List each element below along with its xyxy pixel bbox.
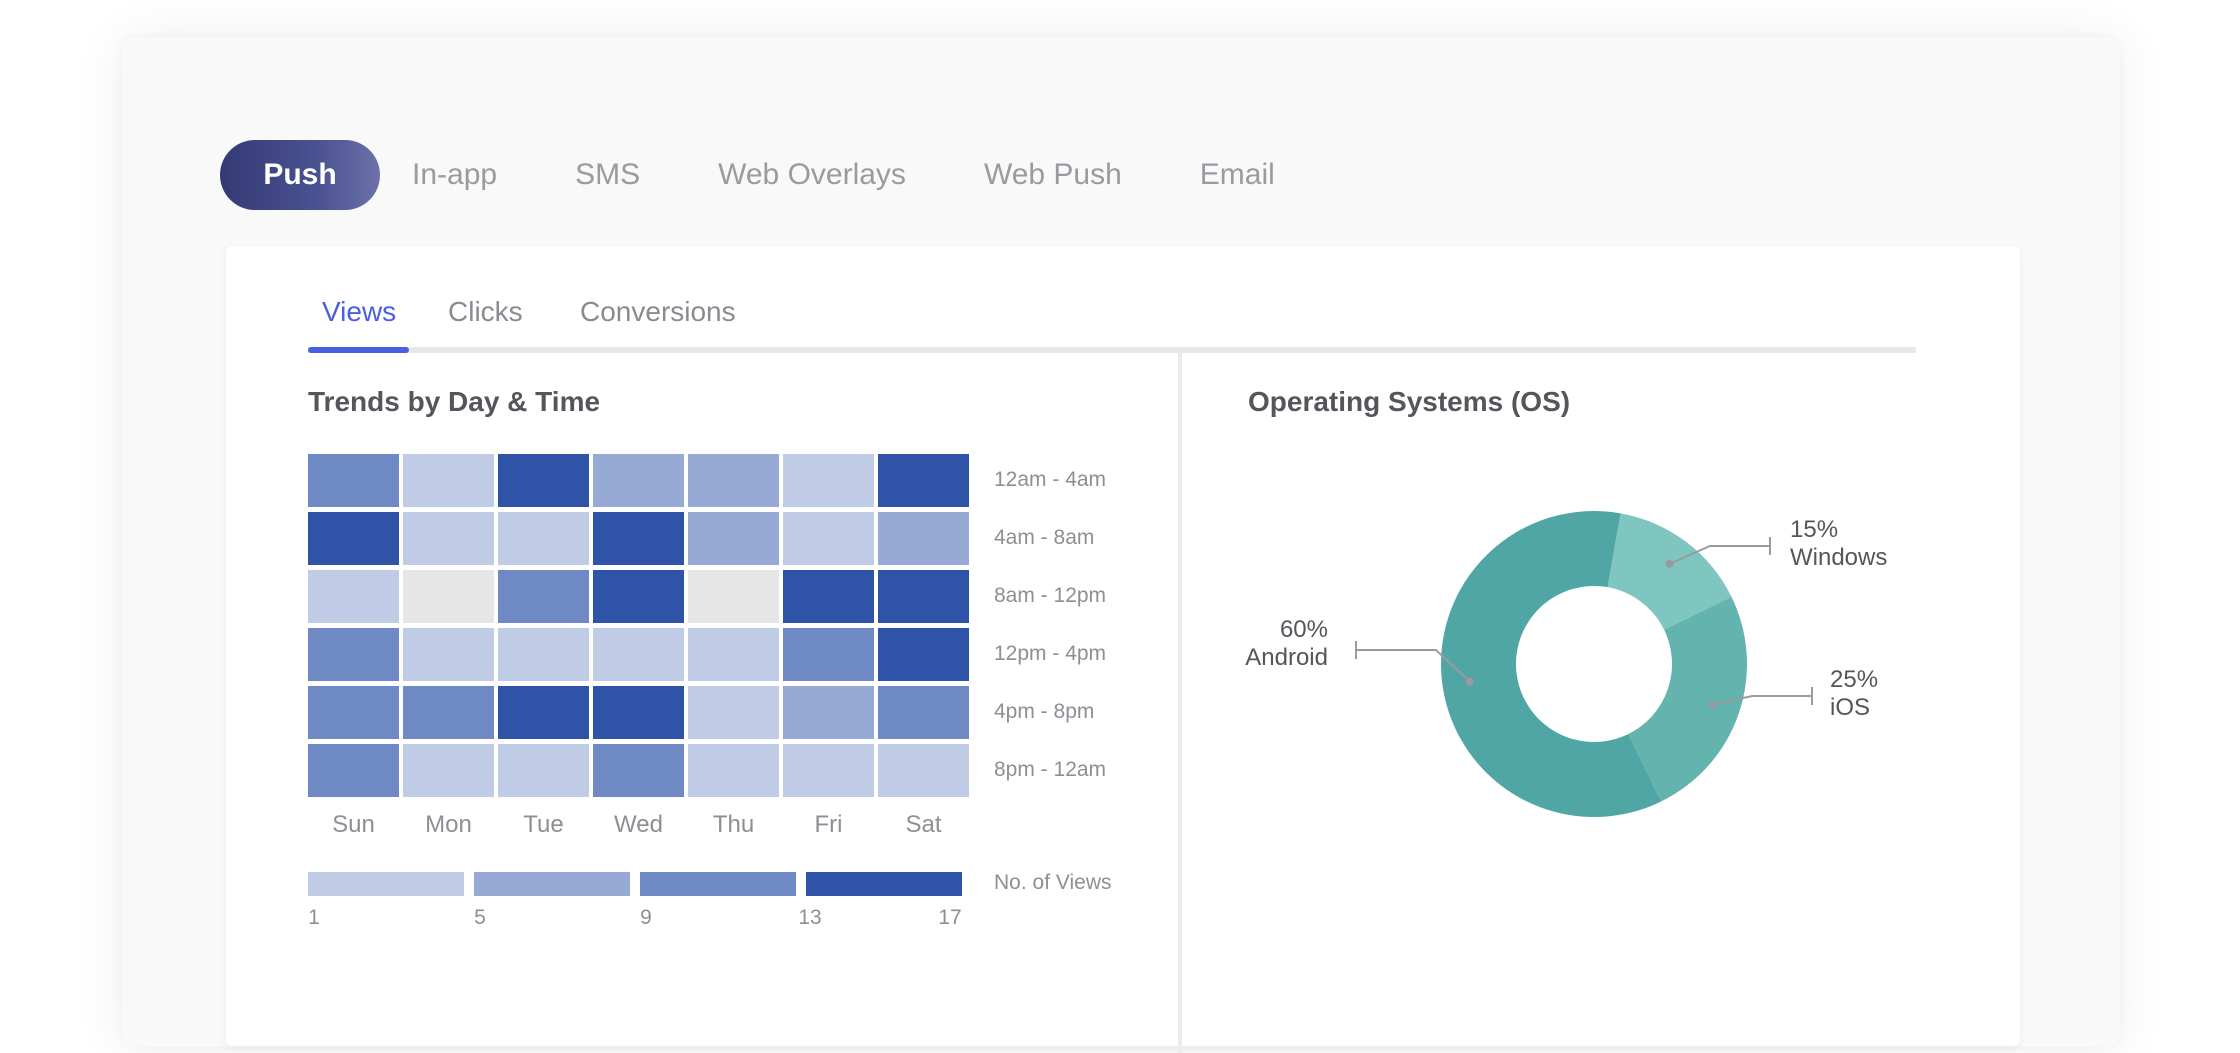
time-label: 4pm - 8pm	[994, 700, 1095, 723]
heatmap-cell-sun-0[interactable]	[308, 454, 399, 507]
tab-push[interactable]: Push	[220, 140, 380, 210]
time-label: 8pm - 12am	[994, 758, 1107, 781]
windows-name: Windows	[1790, 544, 1888, 571]
leader-dot-android	[1465, 677, 1474, 686]
ios-pct: 25%	[1830, 666, 1879, 693]
android-name: Android	[1245, 644, 1328, 671]
legend-tick: 13	[798, 906, 822, 929]
heatmap-cell-sat-1[interactable]	[878, 512, 969, 565]
heatmap-cell-tue-1[interactable]	[498, 512, 589, 565]
day-label: Sat	[905, 811, 942, 838]
donut-slice-windows[interactable]	[1607, 513, 1732, 630]
heatmap-cell-sun-3[interactable]	[308, 628, 399, 681]
android-pct: 60%	[1279, 616, 1328, 643]
tab-conversions[interactable]: Conversions	[580, 296, 736, 327]
os-title: Operating Systems (OS)	[1248, 386, 1571, 417]
leader-dot-windows	[1665, 559, 1674, 568]
day-label: Wed	[614, 811, 663, 838]
leader-line-windows	[1669, 545, 1770, 565]
heatmap-cell-fri-1[interactable]	[783, 512, 874, 565]
heatmap-cell-tue-4[interactable]	[498, 686, 589, 739]
time-label: 4am - 8am	[994, 526, 1095, 549]
heatmap-cell-wed-0[interactable]	[593, 454, 684, 507]
heatmap-cell-wed-4[interactable]	[593, 686, 684, 739]
heatmap-cell-mon-2[interactable]	[403, 570, 494, 623]
tab-web-push[interactable]: Web Push	[983, 158, 1122, 191]
heatmap-cell-thu-0[interactable]	[688, 454, 779, 507]
legend-swatch	[640, 872, 796, 896]
leader-dot-ios	[1708, 700, 1717, 709]
time-label: 8am - 12pm	[994, 584, 1107, 607]
heatmap-cell-thu-4[interactable]	[688, 686, 779, 739]
windows-pct: 15%	[1790, 516, 1839, 543]
heatmap-cell-mon-0[interactable]	[403, 454, 494, 507]
heatmap-cell-wed-3[interactable]	[593, 628, 684, 681]
legend-swatch	[474, 872, 630, 896]
heatmap-cell-sun-4[interactable]	[308, 686, 399, 739]
heatmap-cell-sun-1[interactable]	[308, 512, 399, 565]
legend-title: No. of Views	[994, 871, 1112, 894]
legend-tick: 1	[308, 906, 320, 929]
day-label: Fri	[814, 811, 843, 838]
tab-web-overlays[interactable]: Web Overlays	[718, 158, 906, 191]
tab-clicks[interactable]: Clicks	[448, 296, 523, 327]
leader-line-android	[1356, 649, 1471, 683]
donut-slice-android[interactable]	[1441, 511, 1662, 817]
time-label: 12am - 4am	[994, 468, 1107, 491]
day-label: Tue	[523, 811, 564, 838]
ios-name: iOS	[1830, 694, 1871, 721]
panel-divider	[1178, 353, 1182, 1053]
tab-views[interactable]: Views	[322, 296, 397, 327]
heatmap-cell-wed-5[interactable]	[593, 744, 684, 797]
heatmap-cell-tue-3[interactable]	[498, 628, 589, 681]
heatmap-cell-sat-5[interactable]	[878, 744, 969, 797]
legend-tick: 5	[474, 906, 486, 929]
active-tab-indicator	[308, 347, 409, 353]
heatmap-cell-tue-0[interactable]	[498, 454, 589, 507]
tab-rail	[308, 347, 1916, 353]
tab-in-app[interactable]: In-app	[412, 158, 498, 191]
day-label: Thu	[712, 811, 755, 838]
leader-line-ios	[1712, 695, 1812, 706]
ios-label: 25% iOS	[1830, 666, 1878, 722]
heatmap-cell-mon-3[interactable]	[403, 628, 494, 681]
heatmap-cell-sat-4[interactable]	[878, 686, 969, 739]
heatmap-cell-mon-4[interactable]	[403, 686, 494, 739]
day-label: Sun	[332, 811, 375, 838]
channel-tabs: Push In-app SMS Web Overlays Web Push Em…	[220, 140, 1353, 210]
heatmap-cell-wed-2[interactable]	[593, 570, 684, 623]
tab-sms[interactable]: SMS	[575, 158, 641, 191]
os-donut-chart	[1355, 511, 1813, 817]
heatmap-cell-sun-2[interactable]	[308, 570, 399, 623]
heatmap-cell-thu-5[interactable]	[688, 744, 779, 797]
heatmap-cell-mon-5[interactable]	[403, 744, 494, 797]
tab-email[interactable]: Email	[1199, 158, 1275, 191]
heatmap-cell-fri-0[interactable]	[783, 454, 874, 507]
heatmap-cell-sun-5[interactable]	[308, 744, 399, 797]
heatmap-title: Trends by Day & Time	[308, 386, 601, 417]
heatmap-cell-wed-1[interactable]	[593, 512, 684, 565]
heatmap-cell-thu-3[interactable]	[688, 628, 779, 681]
windows-label: 15% Windows	[1790, 516, 1887, 572]
day-label: Mon	[425, 811, 472, 838]
heatmap-cell-fri-4[interactable]	[783, 686, 874, 739]
heatmap-cell-mon-1[interactable]	[403, 512, 494, 565]
legend-tick: 17	[938, 906, 962, 929]
heatmap-cell-sat-0[interactable]	[878, 454, 969, 507]
heatmap-cell-sat-2[interactable]	[878, 570, 969, 623]
heatmap-cell-fri-5[interactable]	[783, 744, 874, 797]
legend-swatch	[308, 872, 464, 896]
time-label: 12pm - 4pm	[994, 642, 1107, 665]
android-label: 60% Android	[1240, 616, 1328, 672]
heatmap-cell-sat-3[interactable]	[878, 628, 969, 681]
heatmap-cell-thu-2[interactable]	[688, 570, 779, 623]
heatmap-cell-thu-1[interactable]	[688, 512, 779, 565]
heatmap-cell-fri-2[interactable]	[783, 570, 874, 623]
legend-swatch	[806, 872, 962, 896]
legend-tick: 9	[640, 906, 652, 929]
donut-slice-ios[interactable]	[1628, 596, 1747, 802]
heatmap-cell-tue-5[interactable]	[498, 744, 589, 797]
heatmap-cell-fri-3[interactable]	[783, 628, 874, 681]
heatmap-cell-tue-2[interactable]	[498, 570, 589, 623]
